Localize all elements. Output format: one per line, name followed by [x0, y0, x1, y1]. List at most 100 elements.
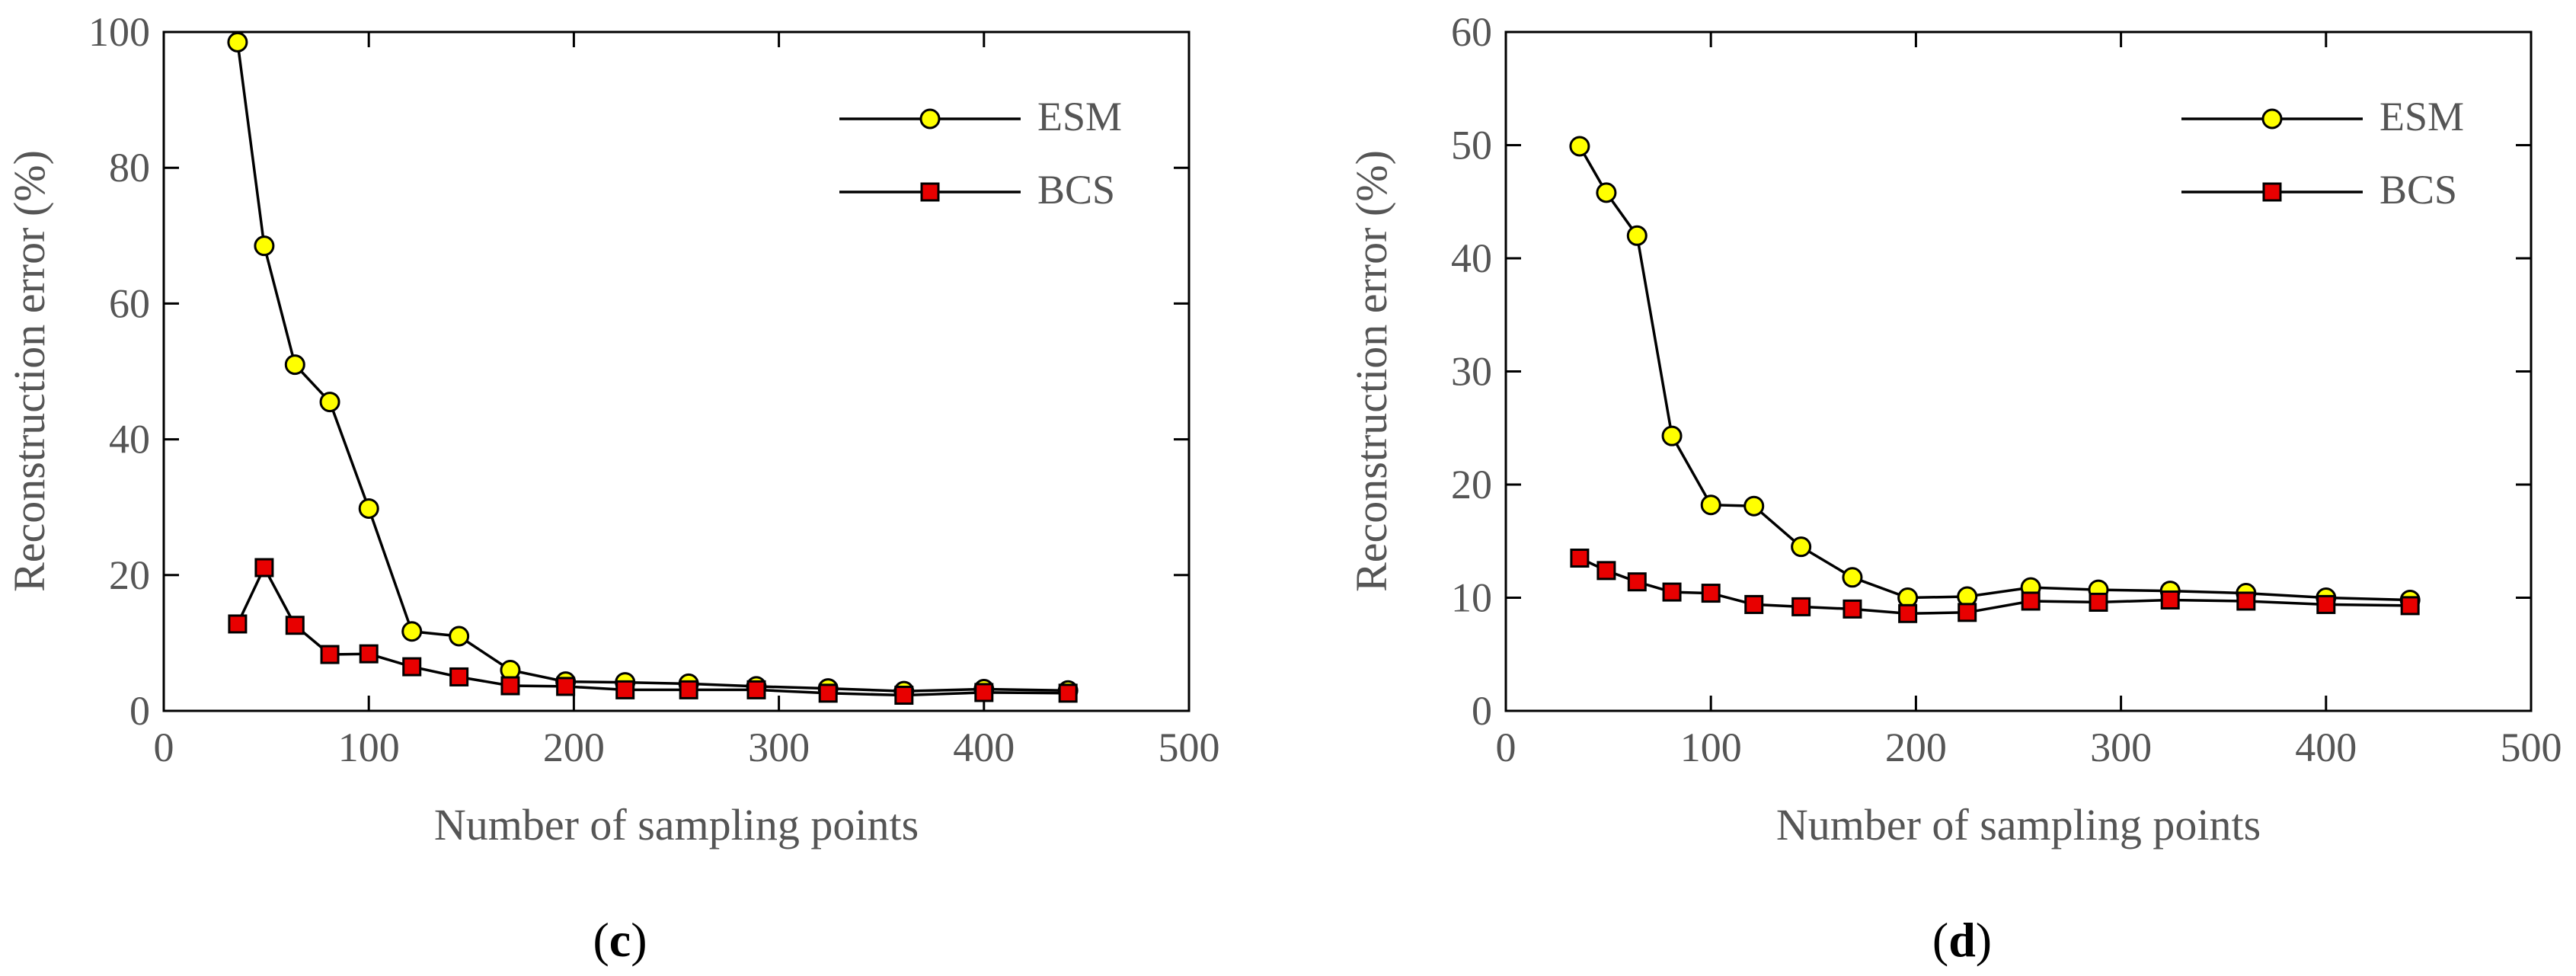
point-bcs-c-0: [228, 614, 248, 634]
panel-d: 0 100 200 300 400 500 0 10 20 30 40 50 60 ESM BCS N…: [1347, 9, 2562, 967]
point-bcs-d-8: [1898, 603, 1918, 623]
point-bcs-c-8: [556, 677, 576, 696]
point-bcs-c-9: [615, 680, 635, 699]
y-tick-label-d-6: 60: [1451, 9, 1492, 55]
legend-bcs-label-d: BCS: [2379, 167, 2457, 213]
x-tick-label-d-2: 200: [1885, 725, 1947, 770]
y-tick-label-c-5: 100: [88, 9, 150, 55]
x-tick-label-c-1: 100: [338, 725, 400, 770]
x-axis-label-d: Number of sampling points: [1776, 800, 2261, 850]
point-bcs-c-14: [974, 683, 994, 702]
x-ticks-c: 0 100 200 300 400 500: [154, 32, 1220, 770]
point-esm-d-6: [1791, 536, 1812, 558]
point-bcs-d-15: [2400, 596, 2420, 616]
point-bcs-d-6: [1791, 597, 1811, 616]
legend-bcs-label-c: BCS: [1037, 167, 1115, 213]
point-esm-c-4: [358, 498, 379, 519]
series-line-bcs-d: [1579, 556, 2411, 616]
point-esm-c-1: [254, 235, 275, 257]
point-esm-d-4: [1700, 494, 1721, 516]
point-bcs-d-13: [2236, 591, 2256, 611]
x-ticks-d: 0 100 200 300 400 500: [1496, 32, 2562, 770]
point-bcs-c-7: [500, 676, 520, 696]
point-bcs-c-15: [1058, 683, 1078, 703]
panel-label-d: (d): [1932, 913, 1992, 967]
point-esm-d-1: [1596, 182, 1617, 203]
x-tick-label-c-2: 200: [543, 725, 605, 770]
x-tick-label-c-0: 0: [154, 725, 174, 770]
point-esm-c-0: [227, 31, 248, 53]
y-tick-label-d-4: 40: [1451, 235, 1492, 281]
panel-letter-c: c: [609, 913, 631, 967]
point-esm-d-3: [1661, 425, 1683, 446]
point-esm-c-2: [284, 354, 305, 376]
y-tick-label-d-5: 50: [1451, 123, 1492, 168]
point-bcs-c-2: [285, 616, 305, 635]
point-bcs-d-10: [2021, 591, 2041, 611]
point-bcs-c-4: [359, 644, 379, 664]
point-bcs-c-11: [746, 680, 766, 699]
legend-esm-label-d: ESM: [2379, 94, 2464, 139]
point-esm-c-5: [401, 621, 423, 642]
legend-bcs-marker-c: [920, 182, 940, 202]
point-bcs-c-6: [449, 667, 469, 686]
point-bcs-d-11: [2089, 592, 2108, 612]
point-bcs-d-1: [1596, 561, 1616, 581]
panel-c: 0 100 200 300 400 500 0 20 40 60 80 100 ESM BCS Nu…: [5, 9, 1220, 967]
series-d: [1569, 136, 2421, 623]
legend-esm-marker-d: [2261, 108, 2283, 130]
x-tick-label-d-3: 300: [2090, 725, 2152, 770]
y-axis-label-c: Reconstruction error (%): [5, 150, 54, 592]
legend-esm-marker-c: [919, 108, 941, 130]
x-axis-label-c: Number of sampling points: [434, 800, 919, 850]
plot-frame-c: [162, 30, 1191, 712]
point-esm-d-5: [1743, 495, 1765, 517]
point-esm-c-3: [319, 392, 340, 413]
series-c: [227, 31, 1079, 706]
point-bcs-d-14: [2316, 594, 2336, 614]
y-tick-label-c-4: 80: [109, 145, 150, 190]
point-bcs-c-3: [320, 645, 340, 664]
point-bcs-c-13: [894, 686, 914, 706]
y-ticks-c: 0 20 40 60 80 100: [88, 9, 1189, 734]
series-line-bcs-c: [236, 565, 1069, 697]
point-bcs-c-10: [679, 680, 698, 699]
point-esm-d-2: [1626, 225, 1648, 246]
point-bcs-d-7: [1843, 599, 1862, 619]
x-tick-label-d-0: 0: [1496, 725, 1517, 770]
point-esm-d-0: [1569, 136, 1590, 157]
series-line-esm-d: [1578, 146, 2411, 602]
x-tick-label-d-4: 400: [2295, 725, 2357, 770]
y-tick-label-c-1: 20: [109, 552, 150, 598]
point-bcs-d-3: [1662, 582, 1682, 602]
series-line-esm-c: [236, 42, 1069, 693]
point-bcs-d-2: [1627, 572, 1647, 592]
point-bcs-c-12: [818, 683, 838, 703]
legend-d: ESM BCS: [2181, 94, 2464, 213]
point-bcs-d-0: [1570, 549, 1590, 568]
legend-bcs-marker-d: [2262, 182, 2282, 202]
x-tick-label-d-5: 500: [2501, 725, 2562, 770]
x-tick-label-d-1: 100: [1680, 725, 1742, 770]
y-tick-label-d-2: 20: [1451, 462, 1492, 507]
point-bcs-c-1: [254, 558, 274, 578]
y-tick-label-d-1: 10: [1451, 575, 1492, 621]
legend-c: ESM BCS: [839, 94, 1122, 213]
point-esm-c-6: [449, 626, 470, 647]
point-bcs-d-9: [1958, 603, 1977, 622]
x-tick-label-c-5: 500: [1159, 725, 1220, 770]
point-bcs-c-5: [402, 657, 422, 677]
y-tick-label-c-0: 0: [129, 688, 150, 734]
x-tick-label-c-3: 300: [748, 725, 810, 770]
panel-label-c: (c): [593, 913, 647, 967]
y-ticks-d: 0 10 20 30 40 50 60: [1451, 9, 2531, 734]
y-tick-label-c-2: 40: [109, 417, 150, 462]
y-tick-label-d-0: 0: [1472, 688, 1492, 734]
legend-esm-label-c: ESM: [1037, 94, 1122, 139]
point-bcs-d-4: [1701, 584, 1721, 603]
x-tick-label-c-4: 400: [953, 725, 1015, 770]
y-tick-label-d-3: 30: [1451, 349, 1492, 395]
point-esm-d-7: [1842, 567, 1863, 588]
point-bcs-d-5: [1744, 594, 1764, 614]
